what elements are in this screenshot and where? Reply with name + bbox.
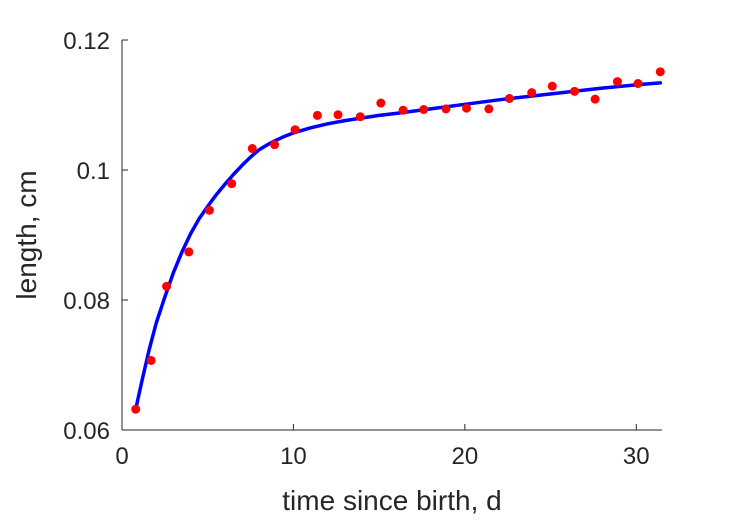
x-axis-label: time since birth, d: [282, 485, 501, 516]
data-point: [312, 110, 322, 120]
data-point: [227, 179, 237, 189]
data-point: [590, 94, 600, 104]
data-point: [527, 88, 537, 98]
data-point: [270, 140, 280, 150]
data-point: [547, 81, 557, 91]
data-point: [355, 112, 365, 122]
data-point: [290, 125, 300, 135]
data-point: [655, 67, 665, 77]
data-point: [633, 79, 643, 89]
y-tick-label: 0.12: [63, 28, 110, 55]
data-point: [419, 105, 429, 115]
x-tick-label: 0: [115, 443, 128, 470]
data-point: [441, 104, 451, 114]
y-tick-label: 0.06: [63, 418, 110, 445]
x-tick-label: 30: [623, 443, 650, 470]
data-point: [504, 94, 514, 103]
y-axis-label: length, cm: [11, 170, 42, 299]
data-point: [484, 104, 494, 114]
data-point: [462, 103, 472, 113]
data-point: [376, 98, 386, 108]
data-point: [146, 355, 156, 365]
x-tick-label: 10: [280, 443, 307, 470]
y-tick-label: 0.08: [63, 288, 110, 315]
data-point: [398, 105, 408, 115]
data-point: [131, 404, 141, 414]
data-point: [333, 110, 343, 120]
data-point: [570, 86, 580, 96]
ticks: 0.06 0.08 0.1 0.12 0 10 20 30: [63, 28, 649, 470]
data-point: [247, 144, 257, 154]
fit-line: [133, 81, 663, 411]
data-points: [131, 67, 665, 414]
data-point: [204, 205, 214, 215]
y-tick-label: 0.1: [77, 158, 110, 185]
data-point: [162, 281, 172, 291]
data-point: [184, 247, 194, 257]
x-tick-label: 20: [452, 443, 479, 470]
fit-curve: [133, 81, 663, 411]
axes: [121, 40, 662, 431]
data-point: [612, 77, 622, 87]
